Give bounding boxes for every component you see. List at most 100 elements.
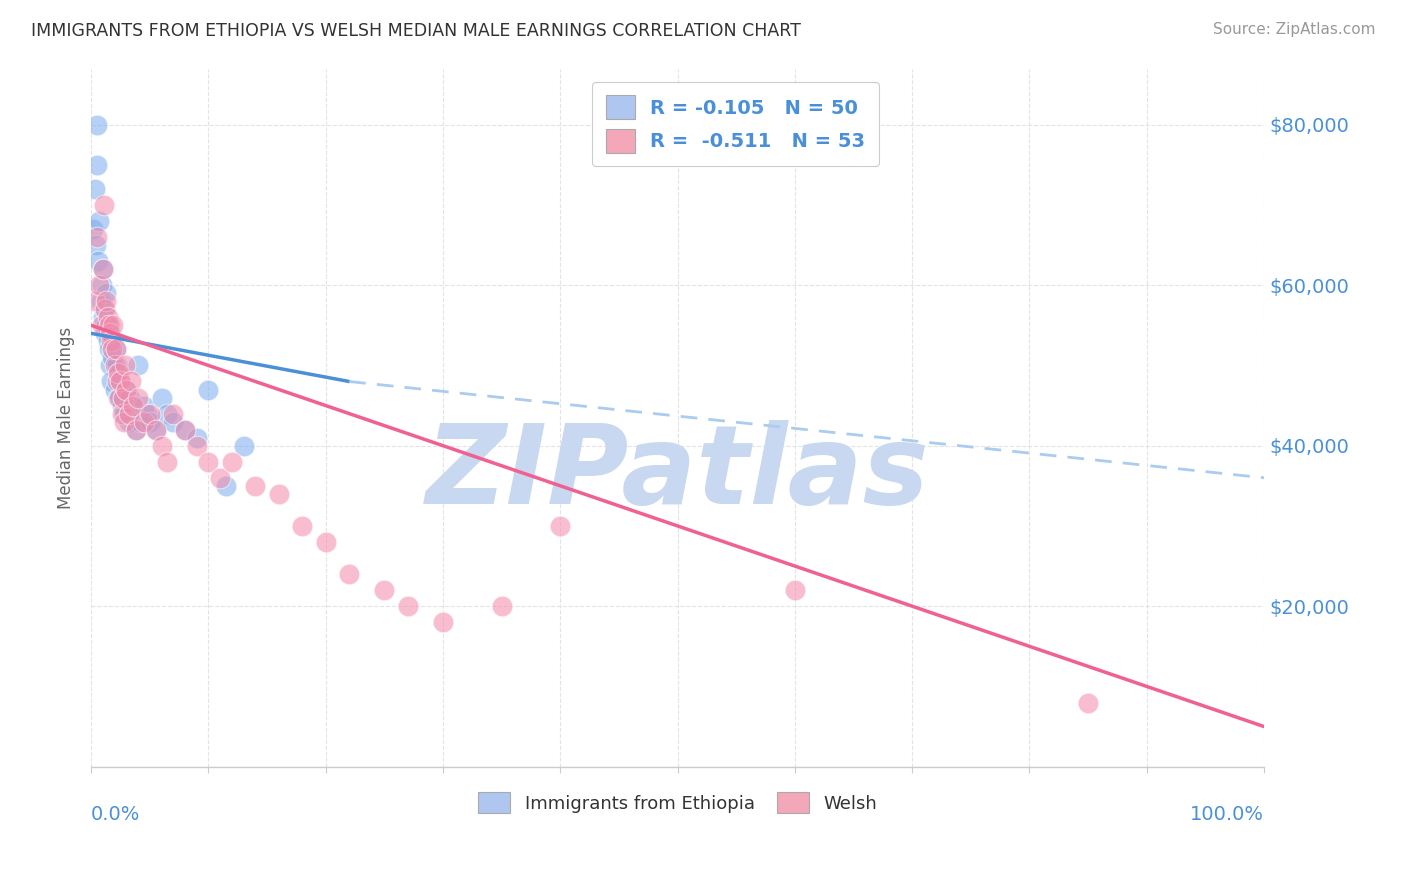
Point [108, 367, 131, 381]
Point [97, 343, 120, 357]
Text: ZIPatlas: ZIPatlas [426, 420, 929, 527]
Point [110, 375, 132, 389]
Point [104, 343, 127, 357]
Point [87, 254, 110, 268]
Point [111, 407, 134, 421]
Point [108, 391, 131, 405]
Point [98, 359, 121, 373]
Point [97, 310, 120, 325]
Point [245, 479, 267, 493]
Point [267, 487, 290, 501]
Text: 0.0%: 0.0% [91, 805, 141, 824]
Point [186, 439, 208, 453]
Point [103, 318, 125, 333]
Point [139, 407, 162, 421]
Point [84, 238, 107, 252]
Point [101, 343, 124, 357]
Point [97, 318, 120, 333]
Point [197, 383, 219, 397]
Point [221, 455, 243, 469]
Point [96, 318, 118, 333]
Point [122, 399, 145, 413]
Point [98, 318, 121, 333]
Point [156, 455, 179, 469]
Point [93, 302, 115, 317]
Text: Source: ZipAtlas.com: Source: ZipAtlas.com [1212, 22, 1375, 37]
Point [111, 391, 134, 405]
Point [100, 375, 122, 389]
Point [105, 359, 128, 373]
Point [174, 423, 197, 437]
Point [111, 399, 134, 413]
Point [96, 294, 118, 309]
Point [103, 334, 125, 349]
Point [291, 519, 314, 533]
Point [118, 415, 141, 429]
Point [1077, 696, 1099, 710]
Point [174, 423, 197, 437]
Point [82, 222, 104, 236]
Point [127, 391, 149, 405]
Point [100, 334, 122, 349]
Point [145, 423, 167, 437]
Point [232, 439, 254, 453]
Point [83, 294, 105, 309]
Legend: Immigrants from Ethiopia, Welsh: Immigrants from Ethiopia, Welsh [471, 785, 884, 821]
Point [118, 391, 141, 405]
Point [91, 262, 114, 277]
Point [89, 278, 111, 293]
Point [86, 230, 108, 244]
Point [132, 415, 155, 429]
Point [337, 567, 360, 582]
Point [96, 286, 118, 301]
Point [114, 359, 136, 373]
Point [107, 367, 129, 381]
Point [125, 423, 148, 437]
Point [91, 262, 114, 277]
Point [104, 343, 127, 357]
Point [129, 415, 152, 429]
Point [186, 431, 208, 445]
Point [550, 519, 572, 533]
Point [121, 399, 143, 413]
Point [91, 310, 114, 325]
Point [432, 615, 454, 630]
Point [86, 158, 108, 172]
Point [136, 407, 159, 421]
Point [107, 391, 129, 405]
Point [373, 583, 395, 598]
Point [396, 599, 419, 614]
Point [315, 535, 337, 549]
Point [150, 439, 173, 453]
Point [97, 334, 120, 349]
Point [90, 294, 112, 309]
Point [162, 415, 184, 429]
Point [111, 391, 134, 405]
Point [94, 302, 117, 317]
Point [86, 118, 108, 132]
Point [90, 278, 112, 293]
Point [118, 407, 141, 421]
Point [112, 415, 135, 429]
Point [139, 415, 162, 429]
Point [105, 375, 128, 389]
Point [125, 423, 148, 437]
Point [98, 326, 121, 341]
Point [115, 383, 138, 397]
Point [215, 479, 238, 493]
Point [491, 599, 513, 614]
Y-axis label: Median Male Earnings: Median Male Earnings [58, 326, 75, 508]
Point [110, 375, 132, 389]
Point [127, 359, 149, 373]
Text: IMMIGRANTS FROM ETHIOPIA VS WELSH MEDIAN MALE EARNINGS CORRELATION CHART: IMMIGRANTS FROM ETHIOPIA VS WELSH MEDIAN… [31, 22, 801, 40]
Point [783, 583, 806, 598]
Point [94, 326, 117, 341]
Point [104, 359, 127, 373]
Point [101, 351, 124, 365]
Point [93, 198, 115, 212]
Text: 100.0%: 100.0% [1189, 805, 1264, 824]
Point [90, 318, 112, 333]
Point [120, 375, 142, 389]
Point [132, 399, 155, 413]
Point [112, 407, 135, 421]
